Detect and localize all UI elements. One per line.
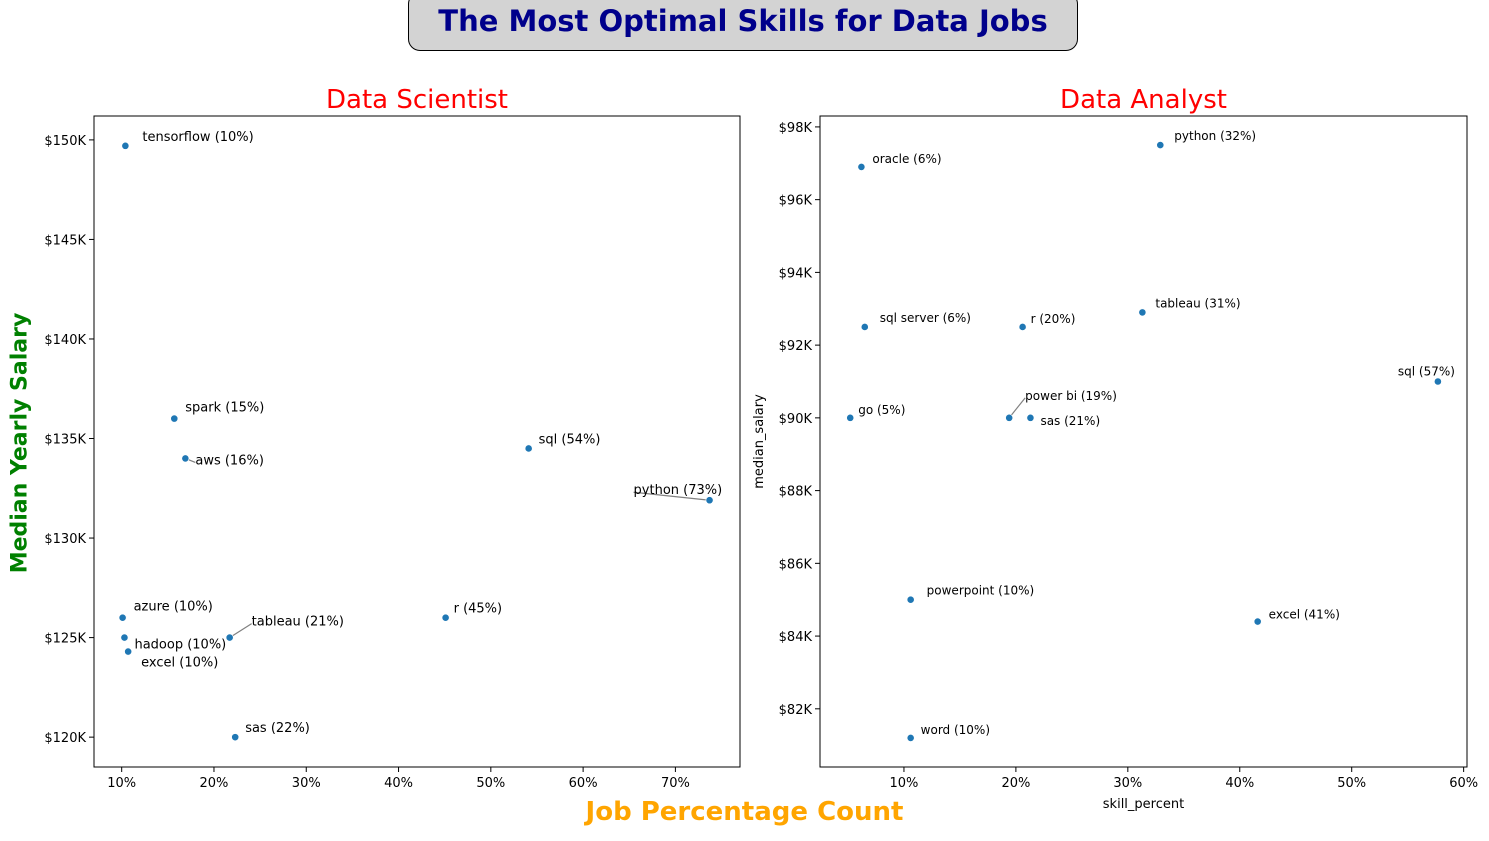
plot-frame	[819, 115, 1468, 768]
y-tick-label: $82K	[779, 703, 813, 718]
y-tick-label: $125K	[44, 632, 86, 647]
data-point	[231, 733, 240, 742]
x-tick-label: 60%	[1449, 776, 1478, 791]
x-tick-label: 30%	[1113, 776, 1142, 791]
point-label: sql server (6%)	[880, 311, 971, 325]
x-tick-label: 20%	[200, 776, 229, 791]
data-point	[860, 323, 869, 331]
data-point	[705, 496, 714, 505]
data-point	[1253, 617, 1262, 626]
y-tick-label: $94K	[779, 266, 813, 281]
point-label: spark (15%)	[185, 401, 264, 416]
x-tick-label: 50%	[1337, 776, 1366, 791]
data-point	[124, 647, 133, 656]
point-label: r (20%)	[1031, 312, 1076, 326]
x-tick-label: 10%	[890, 776, 919, 791]
point-label: azure (10%)	[134, 600, 213, 615]
y-tick-label: $150K	[44, 134, 86, 149]
point-label: sas (22%)	[245, 721, 310, 736]
annotation-leader	[1008, 397, 1026, 419]
y-axis-label: median_salary	[752, 394, 767, 489]
point-label: python (32%)	[1174, 129, 1256, 143]
plot-frame	[93, 115, 741, 768]
point-label: oracle (6%)	[872, 152, 941, 166]
x-tick-label: 60%	[569, 776, 598, 791]
data-point	[1026, 413, 1035, 422]
data-point	[1018, 323, 1027, 331]
x-tick-label: 40%	[1225, 776, 1254, 791]
point-label: powerpoint (10%)	[927, 584, 1035, 598]
data-point	[906, 595, 915, 604]
sup-ylabel: Median Yearly Salary	[7, 312, 33, 574]
data-point	[1138, 308, 1147, 317]
x-tick-label: 50%	[476, 776, 505, 791]
point-label: excel (41%)	[1269, 608, 1340, 622]
point-label: tableau (21%)	[252, 615, 344, 630]
x-tick-label: 40%	[384, 776, 413, 791]
y-tick-label: $98K	[779, 121, 813, 136]
data-point	[120, 633, 129, 642]
x-axis-label: skill_percent	[1103, 797, 1184, 812]
y-tick-label: $140K	[44, 333, 86, 348]
point-label: excel (10%)	[141, 656, 218, 671]
subplot-title: Data Analyst	[1060, 85, 1227, 115]
data-point	[906, 734, 915, 742]
point-label: python (73%)	[634, 483, 723, 498]
y-tick-label: $92K	[779, 339, 813, 354]
x-tick-label: 20%	[1001, 776, 1030, 791]
y-tick-label: $96K	[779, 194, 813, 209]
data-point	[441, 613, 450, 622]
data-point	[181, 454, 190, 463]
suptitle: The Most Optimal Skills for Data Jobs	[438, 4, 1048, 38]
y-tick-label: $135K	[44, 433, 86, 448]
point-label: sql (54%)	[539, 432, 601, 447]
y-tick-label: $145K	[44, 233, 86, 248]
subplot-title: Data Scientist	[326, 85, 508, 115]
data-point	[846, 413, 855, 422]
data-point	[170, 414, 179, 423]
y-tick-label: $86K	[779, 557, 813, 572]
suptitle-box	[408, 0, 1078, 51]
data-point	[857, 163, 866, 171]
point-label: sql (57%)	[1398, 364, 1455, 378]
x-tick-label: 30%	[292, 776, 321, 791]
y-tick-label: $130K	[44, 532, 86, 547]
x-tick-label: 70%	[661, 776, 690, 791]
data-point	[225, 633, 234, 642]
annotation-leader	[633, 491, 710, 501]
point-label: aws (16%)	[195, 453, 264, 468]
point-label: tableau (31%)	[1155, 296, 1240, 310]
y-tick-label: $88K	[779, 485, 813, 500]
data-point	[118, 613, 127, 622]
data-point	[1156, 141, 1165, 149]
point-label: hadoop (10%)	[134, 638, 226, 653]
x-tick-label: 10%	[107, 776, 136, 791]
sup-xlabel: Job Percentage Count	[585, 797, 904, 827]
point-label: r (45%)	[454, 602, 503, 617]
annotation-leader	[229, 623, 252, 639]
point-label: tensorflow (10%)	[142, 130, 253, 145]
data-point	[121, 141, 130, 150]
point-label: go (5%)	[858, 403, 905, 417]
y-tick-label: $84K	[779, 630, 813, 645]
data-point	[524, 444, 533, 453]
y-tick-label: $90K	[779, 412, 813, 427]
point-label: word (10%)	[921, 723, 990, 737]
point-label: sas (21%)	[1040, 414, 1100, 428]
data-point	[1433, 377, 1442, 386]
point-label: power bi (19%)	[1025, 389, 1117, 403]
data-point	[1005, 413, 1014, 422]
y-tick-label: $120K	[44, 731, 86, 746]
